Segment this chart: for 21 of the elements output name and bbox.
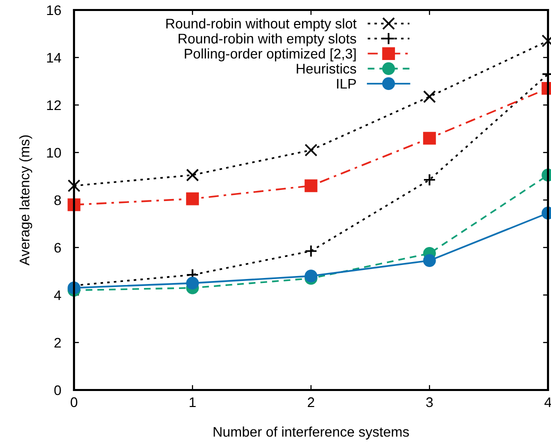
x-tick-label: 4 bbox=[544, 397, 551, 408]
legend-label: Heuristics bbox=[296, 63, 356, 74]
y-tick-label: 10 bbox=[47, 148, 61, 158]
y-tick-label: 14 bbox=[47, 52, 62, 63]
y-tick-label: 2 bbox=[54, 338, 61, 348]
y-tick-label: 6 bbox=[54, 242, 61, 253]
legend-label: Round-robin without empty slot bbox=[166, 18, 357, 32]
y-axis-title: Average latency (ms) bbox=[19, 135, 32, 266]
legend-label: ILP bbox=[337, 78, 356, 89]
y-tick-label: 8 bbox=[54, 195, 61, 206]
x-tick-label: 1 bbox=[190, 397, 196, 408]
y-tick-label: 4 bbox=[54, 290, 62, 300]
legend-label: Round-robin with empty slots bbox=[178, 33, 356, 46]
y-tick-label: 12 bbox=[47, 100, 61, 110]
x-axis-title: Number of interference systems bbox=[214, 426, 409, 440]
y-tick-label: 16 bbox=[47, 5, 61, 16]
y-tick-label: 0 bbox=[54, 385, 61, 396]
legend-label: Polling-order optimized [2,3] bbox=[184, 48, 356, 62]
x-tick-label: 2 bbox=[308, 397, 314, 408]
x-tick-label: 3 bbox=[426, 397, 433, 408]
x-tick-label: 0 bbox=[70, 397, 78, 408]
